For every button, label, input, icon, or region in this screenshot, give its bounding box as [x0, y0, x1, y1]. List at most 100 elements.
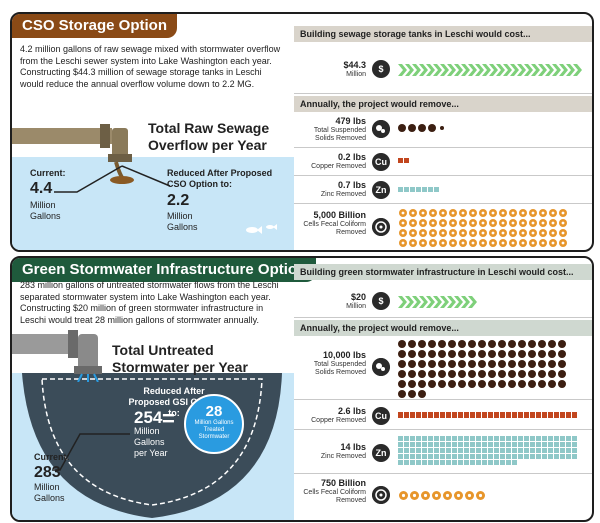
- zinc-block: [554, 454, 559, 459]
- zinc-block: [440, 436, 445, 441]
- coliform-circle-center: [531, 211, 535, 215]
- cost-arrow-mark: [573, 64, 582, 76]
- coliform-circle-center: [541, 231, 545, 235]
- zinc-block: [452, 454, 457, 459]
- solids-dot: [408, 124, 416, 132]
- zinc-block: [560, 442, 565, 447]
- zinc-block: [398, 442, 403, 447]
- gsi-treated-circle: 28 Million Gallons Treated Stormwater: [184, 394, 244, 454]
- cso-reduced-units: Million Gallons: [167, 211, 198, 232]
- gsi-option-panel: Green Stormwater Infrastructure Option 2…: [10, 256, 594, 522]
- gsi-pipe-icon: [12, 330, 102, 382]
- sediment-icon: [372, 120, 390, 138]
- copper-block: [512, 412, 517, 418]
- zinc-block: [524, 442, 529, 447]
- solids-dot: [418, 124, 426, 132]
- zinc-block: [524, 436, 529, 441]
- cost-arrow-mark: [503, 64, 512, 76]
- solids-dot: [468, 360, 476, 368]
- zinc-block: [542, 448, 547, 453]
- solids-dot: [538, 380, 546, 388]
- gsi-solids-label: 10,000 lbs Total Suspended Solids Removed: [313, 350, 366, 376]
- cost-arrow-mark: [433, 296, 442, 308]
- solids-dot: [558, 380, 566, 388]
- coliform-circle-center: [421, 221, 425, 225]
- gsi-treated-units: Million Gallons Treated Stormwater: [194, 420, 234, 440]
- coliform-circle-center: [531, 221, 535, 225]
- cost-arrow-mark: [566, 64, 575, 76]
- copper-block: [464, 412, 469, 418]
- coliform-circle-center: [411, 231, 415, 235]
- zinc-block: [410, 448, 415, 453]
- coliform-circle-center: [541, 241, 545, 245]
- coliform-circle-center: [491, 241, 495, 245]
- copper-block: [428, 412, 433, 418]
- solids-dot: [498, 340, 506, 348]
- solids-dot: [418, 380, 426, 388]
- coliform-circle-center: [501, 221, 505, 225]
- gsi-cost-row: $20 Million $: [294, 284, 592, 318]
- zinc-block: [506, 442, 511, 447]
- zinc-block: [488, 442, 493, 447]
- coliform-circle-center: [491, 221, 495, 225]
- zinc-block: [566, 448, 571, 453]
- coliform-circle-center: [521, 221, 525, 225]
- cost-arrow-mark: [517, 64, 526, 76]
- gsi-coliform-label: 750 Billion Cells Fecal Coliform Removed: [303, 478, 366, 504]
- zinc-block: [560, 436, 565, 441]
- copper-block: [440, 412, 445, 418]
- solids-dot: [458, 350, 466, 358]
- zinc-icon: Zn: [372, 181, 390, 199]
- copper-block: [398, 158, 403, 163]
- coliform-circle-center: [471, 231, 475, 235]
- coliform-circle-center: [551, 221, 555, 225]
- zinc-block: [470, 448, 475, 453]
- gsi-reduced-label: Reduced After Proposed GSI Option to:: [128, 386, 220, 418]
- zinc-block: [560, 448, 565, 453]
- zinc-block: [530, 436, 535, 441]
- zinc-block: [512, 448, 517, 453]
- coliform-circle-center: [421, 231, 425, 235]
- cso-option-panel: CSO Storage Option 4.2 million gallons o…: [10, 12, 594, 252]
- zinc-block: [518, 442, 523, 447]
- zinc-block: [428, 448, 433, 453]
- cost-arrow-mark: [496, 64, 505, 76]
- zinc-block: [410, 454, 415, 459]
- zinc-block: [398, 436, 403, 441]
- coliform-circle-center: [401, 241, 405, 245]
- zinc-block: [446, 436, 451, 441]
- zinc-block: [554, 436, 559, 441]
- coliform-circle-center: [541, 221, 545, 225]
- gsi-row-coliform: 750 Billion Cells Fecal Coliform Removed: [294, 476, 592, 518]
- copper-block: [410, 412, 415, 418]
- gsi-intro-text: 283 million gallons of untreated stormwa…: [20, 280, 279, 325]
- zinc-block: [476, 454, 481, 459]
- zinc-block: [518, 448, 523, 453]
- zinc-block: [548, 448, 553, 453]
- zinc-block: [548, 442, 553, 447]
- solids-dot: [508, 380, 516, 388]
- zinc-block: [416, 442, 421, 447]
- solids-dot: [478, 340, 486, 348]
- zinc-block: [404, 460, 409, 465]
- coliform-circle-center: [441, 231, 445, 235]
- solids-dot: [398, 380, 406, 388]
- solids-dot: [468, 370, 476, 378]
- cost-arrow-mark: [545, 64, 554, 76]
- zinc-block: [494, 460, 499, 465]
- zinc-block: [500, 454, 505, 459]
- zinc-block: [494, 448, 499, 453]
- copper-block: [470, 412, 475, 418]
- solids-dot: [440, 126, 444, 130]
- zinc-block: [440, 442, 445, 447]
- coliform-circle-center: [561, 211, 565, 215]
- solids-dot: [508, 360, 516, 368]
- solids-dot: [418, 350, 426, 358]
- coliform-circle-center: [511, 221, 515, 225]
- solids-dot: [538, 350, 546, 358]
- coliform-circle-center: [481, 211, 485, 215]
- zinc-block: [500, 460, 505, 465]
- zinc-block: [506, 460, 511, 465]
- zinc-block: [416, 460, 421, 465]
- coliform-circle-center: [421, 241, 425, 245]
